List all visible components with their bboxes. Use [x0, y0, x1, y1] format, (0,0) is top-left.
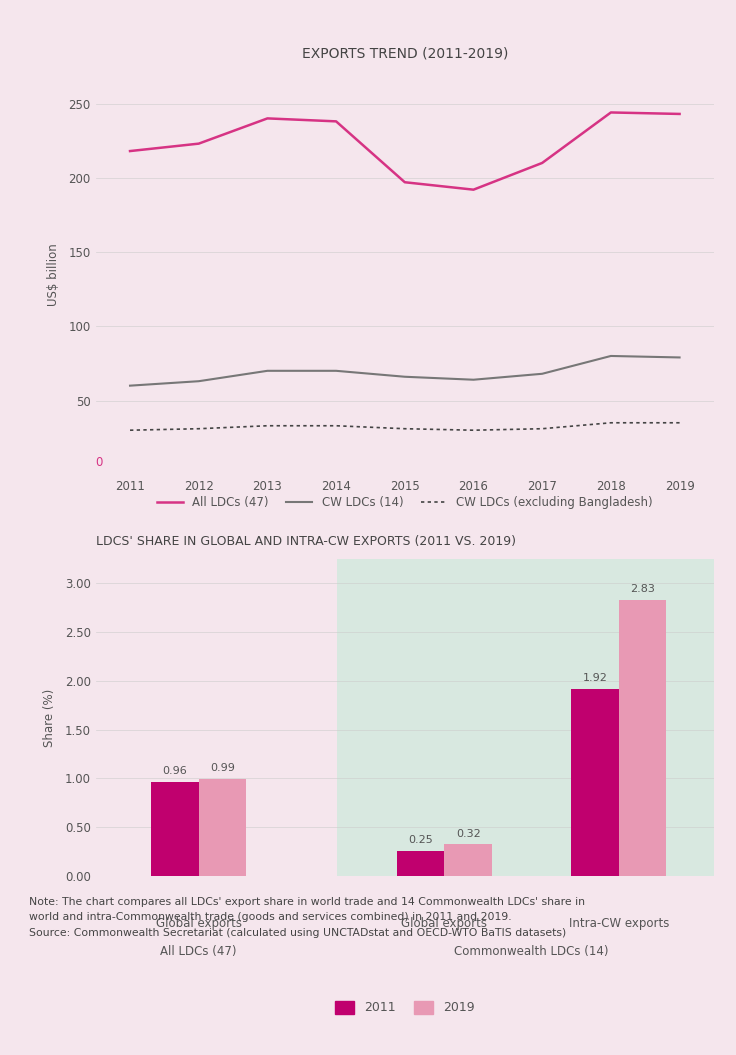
Text: 0.99: 0.99 — [210, 764, 235, 773]
Text: Global exports: Global exports — [401, 917, 487, 929]
Bar — [571, 689, 619, 876]
Bar — [199, 780, 247, 876]
Text: Commonwealth LDCs (14): Commonwealth LDCs (14) — [454, 945, 609, 958]
Bar — [619, 600, 666, 876]
Text: 0.96: 0.96 — [163, 766, 188, 776]
Text: Intra-CW exports: Intra-CW exports — [569, 917, 669, 929]
Bar — [151, 782, 199, 876]
Bar — [336, 559, 733, 876]
Text: 0.25: 0.25 — [408, 836, 433, 845]
Text: Global exports: Global exports — [156, 917, 241, 929]
Text: 0: 0 — [96, 456, 103, 469]
Text: 2.83: 2.83 — [630, 584, 655, 594]
Text: All LDCs (47): All LDCs (47) — [160, 945, 237, 958]
Text: 1.92: 1.92 — [583, 673, 607, 683]
Legend: 2011, 2019: 2011, 2019 — [330, 996, 480, 1019]
Text: LDCS' SHARE IN GLOBAL AND INTRA-CW EXPORTS (2011 VS. 2019): LDCS' SHARE IN GLOBAL AND INTRA-CW EXPOR… — [96, 535, 516, 549]
Text: 0.32: 0.32 — [456, 828, 481, 839]
Bar — [445, 844, 492, 876]
Text: Note: The chart compares all LDCs' export share in world trade and 14 Commonweal: Note: The chart compares all LDCs' expor… — [29, 897, 585, 938]
Y-axis label: US$ billion: US$ billion — [47, 243, 60, 306]
Bar — [397, 851, 445, 876]
Y-axis label: Share (%): Share (%) — [43, 688, 57, 747]
Legend: All LDCs (47), CW LDCs (14), CW LDCs (excluding Bangladesh): All LDCs (47), CW LDCs (14), CW LDCs (ex… — [157, 497, 653, 510]
Title: EXPORTS TREND (2011-2019): EXPORTS TREND (2011-2019) — [302, 46, 508, 60]
